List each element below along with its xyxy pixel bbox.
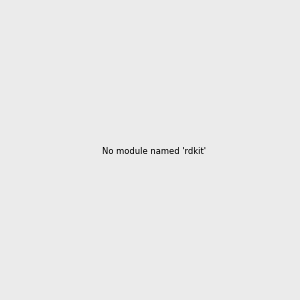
Text: No module named 'rdkit': No module named 'rdkit': [102, 147, 206, 156]
